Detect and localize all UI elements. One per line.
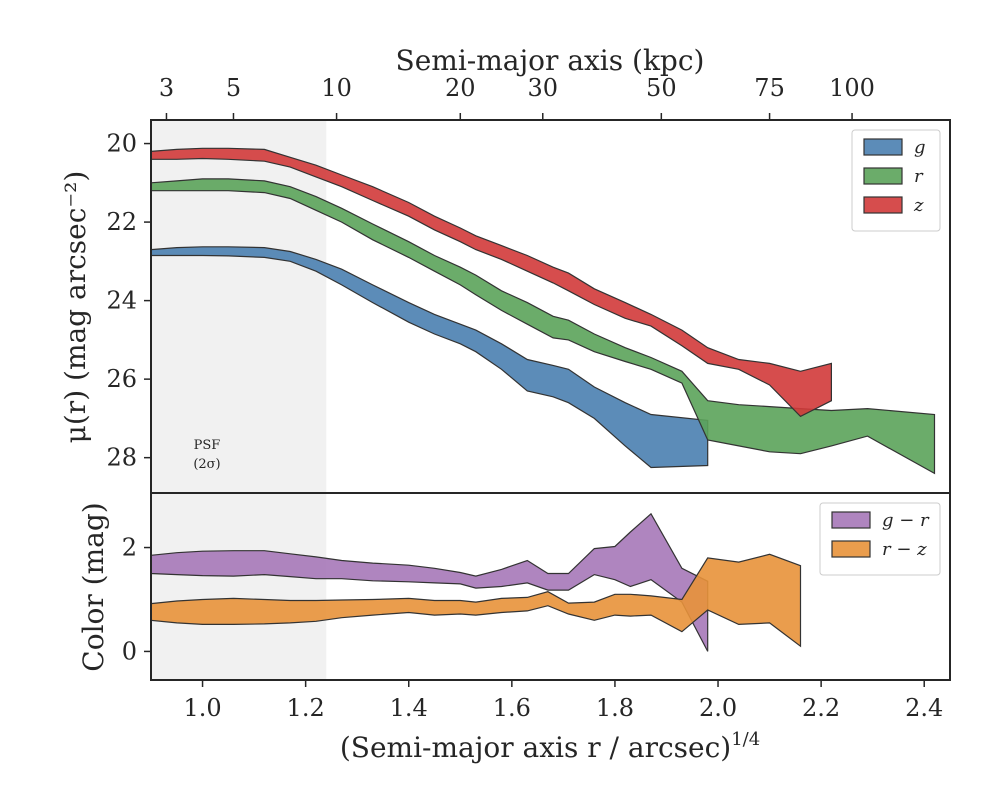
y-tick-label-bottom-0: 0	[122, 637, 137, 665]
bottom-panel-y-ticks: 02	[122, 534, 151, 665]
psf-sigma-label: (2σ)	[193, 457, 220, 472]
kpc-tick-label-7: 100	[829, 74, 875, 102]
x-tick-label-7: 2.4	[905, 694, 943, 722]
legend-label-bottom-1: r − z	[882, 539, 927, 560]
band-top-1	[150, 178, 936, 475]
legend-label-top-0: g	[914, 137, 926, 158]
legend-label-top-1: r	[914, 166, 924, 187]
x-tick-label-1: 1.2	[287, 694, 325, 722]
x-tick-label-0: 1.0	[183, 694, 221, 722]
legend-swatch-top-0	[863, 138, 903, 156]
kpc-tick-label-6: 75	[754, 74, 785, 102]
x-tick-label-2: 1.4	[390, 694, 428, 722]
band-bottom-0	[150, 512, 709, 652]
y-tick-label-top-1: 22	[106, 208, 137, 236]
kpc-axis-ticks: 3 5 10 20 30 50 75 100	[159, 74, 875, 120]
surface-brightness-series	[150, 147, 936, 475]
kpc-tick-label-1: 5	[226, 74, 241, 102]
kpc-tick-label-4: 30	[527, 74, 558, 102]
bottom-panel-y-label: Color (mag)	[77, 502, 110, 671]
x-tick-label-6: 2.2	[802, 694, 840, 722]
band-bottom-1	[150, 553, 802, 648]
y-tick-label-top-2: 24	[106, 287, 137, 315]
legend-label-top-2: z	[913, 195, 924, 216]
band-top-2	[150, 147, 833, 418]
bottom-axis-label: (Semi-major axis r / arcsec)1/4	[340, 729, 760, 764]
legend-swatch-bottom-0	[831, 511, 871, 529]
kpc-tick-label-2: 10	[321, 74, 352, 102]
y-tick-label-top-0: 20	[106, 130, 137, 158]
y-tick-label-top-4: 28	[106, 444, 137, 472]
legend-swatch-top-1	[863, 167, 903, 185]
psf-shaded-region-color	[151, 493, 327, 680]
color-panel: 02 1.0 1.2 1.4 1.6 1.8 2.0 2.2 2.4 Color (mag) …	[77, 492, 951, 722]
x-axis-ticks: 1.0 1.2 1.4 1.6 1.8 2.0 2.2 2.4	[183, 680, 943, 722]
kpc-tick-label-5: 50	[646, 74, 677, 102]
kpc-tick-label-3: 20	[445, 74, 476, 102]
psf-shaded-region	[151, 120, 327, 493]
top-panel-y-label: μ(r) (mag arcsec⁻²)	[59, 171, 92, 444]
legend-swatch-bottom-1	[831, 540, 871, 558]
psf-label: PSF	[194, 438, 221, 453]
band-legend: grz	[851, 129, 941, 232]
legend-swatch-top-2	[863, 196, 903, 214]
band-top-0	[150, 246, 709, 469]
legend-label-bottom-0: g − r	[882, 510, 930, 531]
color-legend: g − r r − z	[819, 502, 941, 576]
x-tick-label-3: 1.6	[493, 694, 531, 722]
x-tick-label-5: 2.0	[699, 694, 737, 722]
color-series	[150, 512, 802, 652]
y-tick-label-bottom-1: 2	[122, 534, 137, 562]
top-axis-label: Semi-major axis (kpc)	[396, 44, 705, 77]
bottom-panel-frame	[150, 492, 951, 681]
x-tick-label-4: 1.8	[596, 694, 634, 722]
top-panel-y-ticks: 20 22 24 26 28	[106, 130, 151, 472]
surface-brightness-panel: 20 22 24 26 28 3 5 10 20 30 50 75 100 PSF (2σ) μ(r)…	[59, 74, 951, 494]
kpc-tick-label-0: 3	[159, 74, 174, 102]
y-tick-label-top-3: 26	[106, 365, 137, 393]
